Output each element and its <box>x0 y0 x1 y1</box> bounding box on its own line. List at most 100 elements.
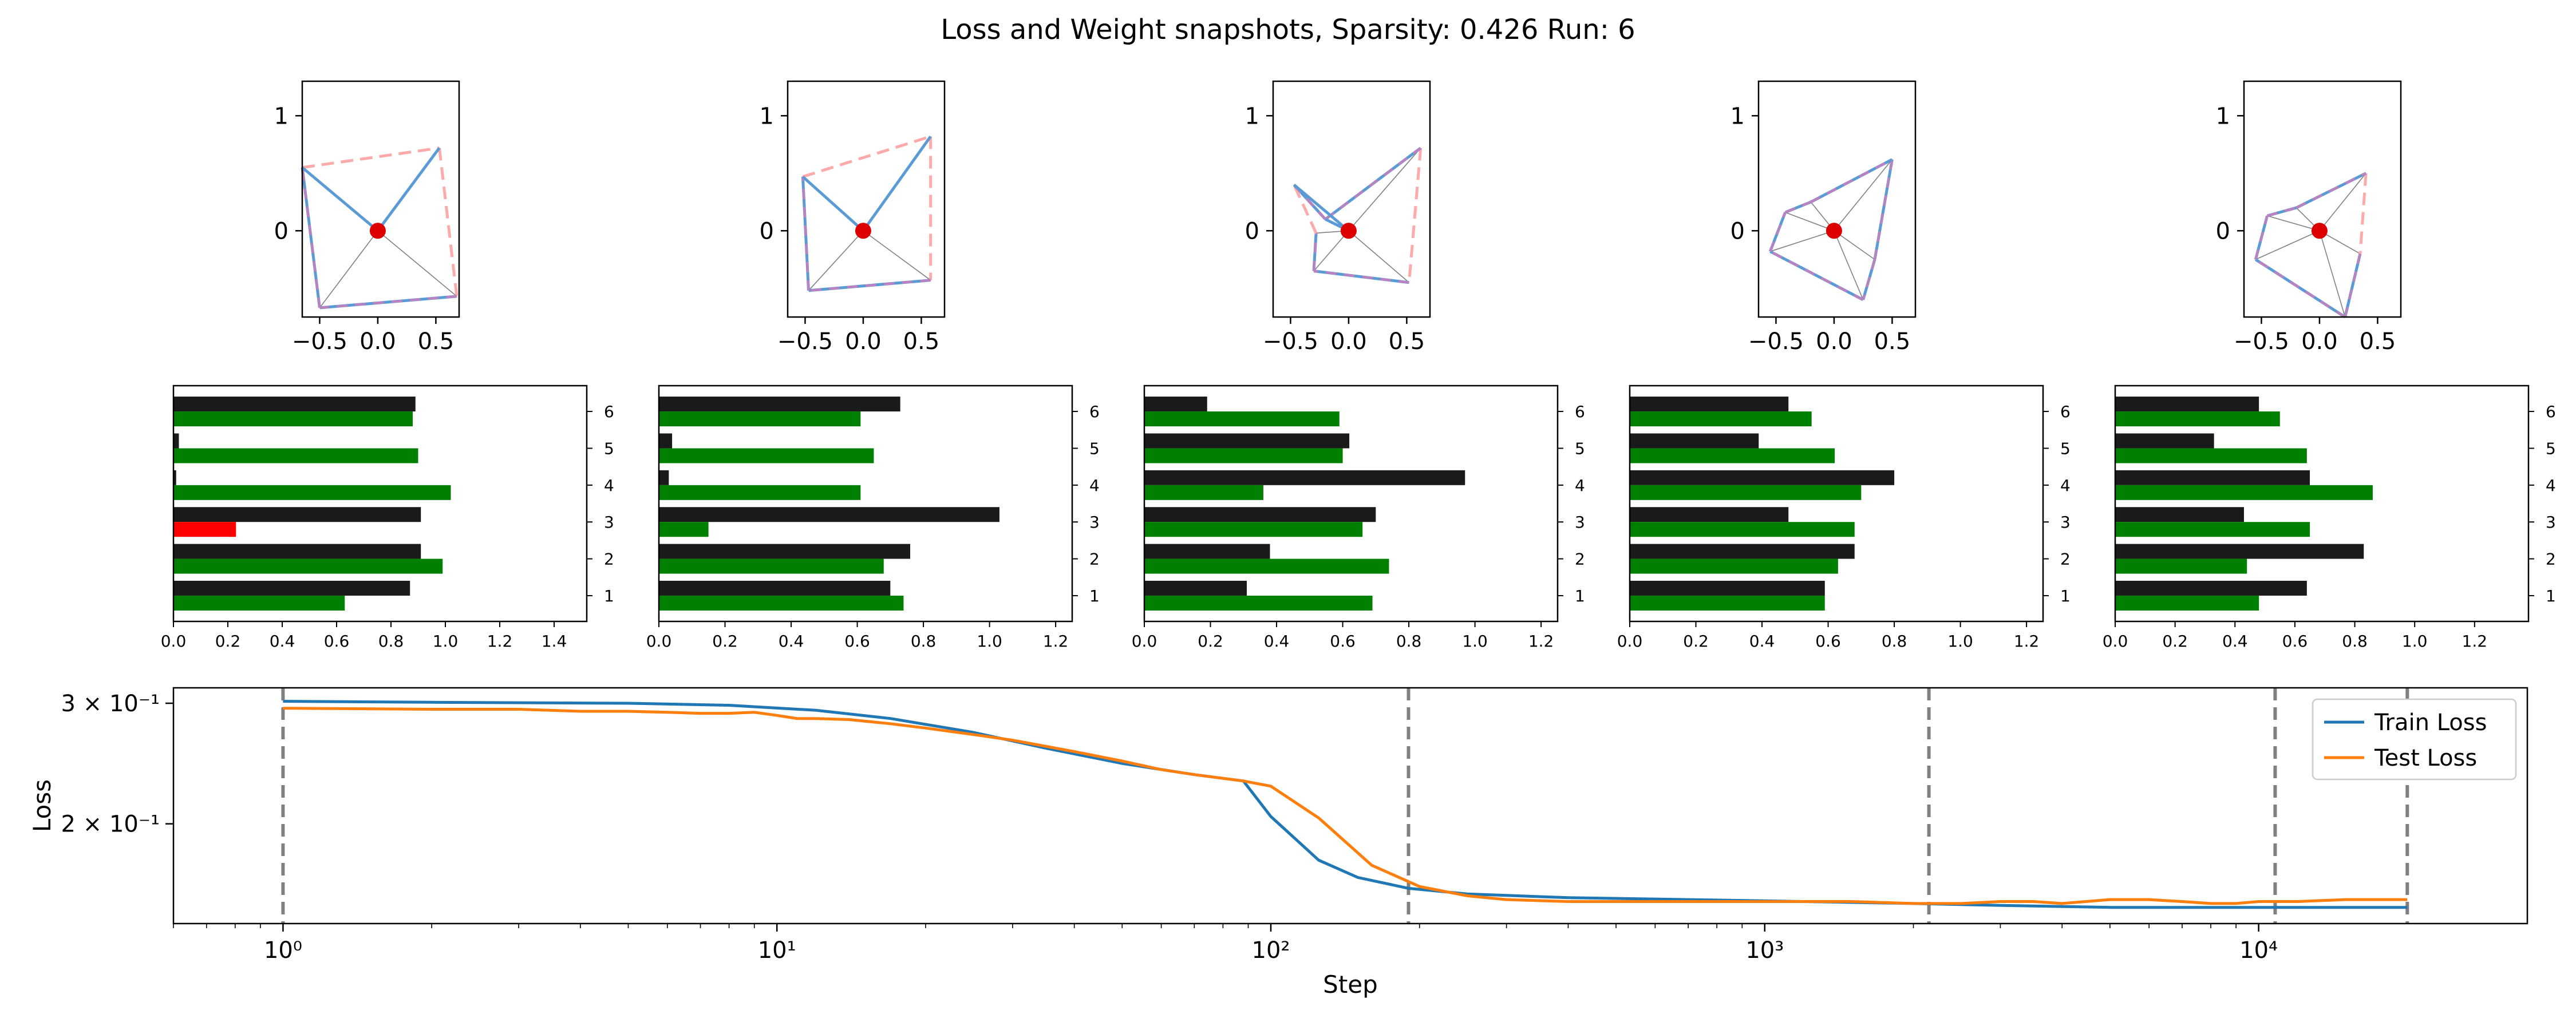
green-bar <box>173 485 451 500</box>
feature-norm-panels: 1 2 3 4 5 6 0.0 0.2 0.4 0.6 0.8 1.0 1.2 1.4 1 2 3 4 5 6 0.0 0… <box>161 385 2556 651</box>
green-bar <box>1144 411 1340 427</box>
x-tick-label: 0.0 <box>1132 632 1157 651</box>
axes-frame <box>2114 385 2530 623</box>
norm-panel-1: 1 2 3 4 5 6 0.0 0.2 0.4 0.6 0.8 1.0 1.2 1.4 <box>161 385 614 651</box>
black-bar <box>659 470 669 485</box>
green-bar <box>1144 595 1373 611</box>
hull-edge-overlay <box>1784 201 1812 213</box>
y-tick-label: 0 <box>2216 218 2230 244</box>
axes-frame <box>1272 80 1431 318</box>
x-tick-label: 0.8 <box>1882 632 1907 651</box>
hull-edge-dashed <box>802 135 931 179</box>
category-label: 5 <box>604 439 614 458</box>
black-bar <box>173 470 176 485</box>
green-bar <box>2115 485 2373 500</box>
x-tick-label: 10⁰ <box>264 937 302 964</box>
x-tick-label: 0.6 <box>1330 632 1356 651</box>
axes-frame <box>301 80 460 318</box>
hull-edge-overlay <box>2296 172 2366 209</box>
black-bar <box>173 397 416 412</box>
axes-frame <box>2243 80 2402 318</box>
category-label: 2 <box>2546 550 2556 569</box>
hull-edge-overlay <box>1325 146 1421 220</box>
black-bar <box>659 433 673 449</box>
weight-spoke <box>1348 230 1409 283</box>
legend: Train Loss Test Loss <box>2312 698 2517 781</box>
x-tick-label: 0.5 <box>1389 328 1425 355</box>
green-bar <box>659 448 874 464</box>
category-label: 1 <box>2546 587 2556 605</box>
category-label: 5 <box>2546 439 2556 458</box>
category-label: 5 <box>1575 439 1585 458</box>
x-tick-label: 0.5 <box>418 328 455 355</box>
black-bar <box>173 433 179 449</box>
origin-point <box>1340 223 1357 239</box>
x-tick-label: 0.8 <box>378 632 404 651</box>
loss-panel: 10⁰ 10¹ 10² 10³ 10⁴ 2 × 10⁻¹ 3 × 10⁻¹ Step Loss T… <box>28 687 2528 999</box>
x-tick-label: 0.2 <box>215 632 241 651</box>
category-label: 2 <box>1575 550 1585 569</box>
x-tick-label: 0.6 <box>2282 632 2308 651</box>
weight-spoke <box>319 230 378 308</box>
weight-vector <box>801 175 864 232</box>
hull-edge-overlay <box>1810 158 1893 203</box>
green-bar <box>1144 485 1263 500</box>
green-bar <box>1144 558 1389 574</box>
black-bar <box>2115 470 2310 485</box>
x-tick-label: −0.5 <box>292 328 347 355</box>
x-tick-label: 10³ <box>1745 937 1784 964</box>
black-bar <box>1144 580 1247 596</box>
x-tick-label: 0.2 <box>2162 632 2188 651</box>
weight-spoke <box>1834 230 1875 260</box>
black-bar <box>659 397 900 412</box>
black-bar <box>659 507 999 522</box>
black-bar <box>1630 397 1789 412</box>
x-tick-label: 0.6 <box>1815 632 1841 651</box>
x-tick-label: 0.6 <box>844 632 870 651</box>
category-label: 1 <box>604 587 614 605</box>
x-tick-label: 0.4 <box>1749 632 1775 651</box>
black-bar <box>1144 397 1207 412</box>
x-tick-label: 0.4 <box>779 632 804 651</box>
weight-spoke <box>377 230 457 297</box>
y-tick-label: 0 <box>1245 218 1259 244</box>
hull-edge <box>1873 159 1894 260</box>
x-tick-label: 1.0 <box>1462 632 1488 651</box>
x-tick-label: 1.2 <box>1043 632 1069 651</box>
x-tick-label: 1.4 <box>542 632 567 651</box>
green-bar <box>1630 485 1862 500</box>
x-tick-label: 0.0 <box>1617 632 1643 651</box>
x-tick-label: 0.2 <box>1683 632 1709 651</box>
black-bar <box>1630 544 1855 559</box>
weight-spoke <box>1834 159 1893 231</box>
x-tick-label: 0.0 <box>2301 328 2338 355</box>
weight-panel-5: −0.5 0.0 0.5 0 1 <box>2216 80 2402 355</box>
green-bar <box>1630 522 1855 537</box>
green-bar <box>659 522 709 537</box>
black-bar <box>2115 397 2259 412</box>
x-tick-label: 0.8 <box>911 632 937 651</box>
y-tick-label: 1 <box>274 103 289 129</box>
legend-label: Train Loss <box>2374 710 2487 736</box>
x-tick-label: 0.0 <box>161 632 187 651</box>
x-tick-label: 1.2 <box>2014 632 2040 651</box>
x-tick-label: 0.5 <box>1874 328 1911 355</box>
category-label: 3 <box>604 513 614 532</box>
weight-spoke <box>2319 231 2346 318</box>
green-bar <box>173 411 413 427</box>
weight-vector <box>301 166 379 232</box>
norm-panel-4: 1 2 3 4 5 6 0.0 0.2 0.4 0.6 0.8 1.0 1.2 <box>1617 385 2071 651</box>
black-bar <box>2115 433 2214 449</box>
green-bar <box>659 485 861 500</box>
figure-title: Loss and Weight snapshots, Sparsity: 0.4… <box>941 14 1635 46</box>
category-label: 4 <box>1089 476 1100 495</box>
category-label: 3 <box>2546 513 2556 532</box>
x-tick-label: 1.0 <box>1947 632 1973 651</box>
weight-panel-3: −0.5 0.0 0.5 0 1 <box>1245 80 1431 355</box>
hull-edge-overlay <box>301 167 321 308</box>
weight-vector <box>1293 183 1350 232</box>
green-bar <box>659 595 904 611</box>
hull-edge-overlay <box>2267 207 2297 217</box>
weight-snapshot-panels: −0.5 0.0 0.501−0.5 0.0 0.501−0.5 0.0 0.501−0.5… <box>274 80 2402 355</box>
y-tick-label: 0 <box>760 218 774 244</box>
